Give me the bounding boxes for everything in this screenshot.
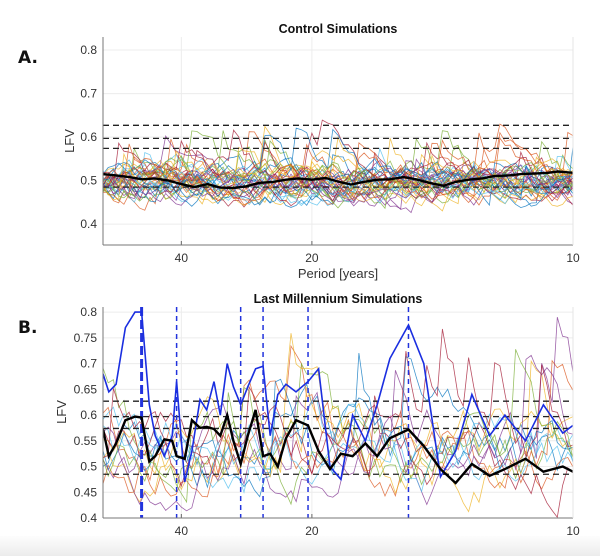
x-tick-label: 40 — [175, 524, 189, 538]
panel-a-title: Control Simulations — [279, 22, 398, 36]
ensemble-member-line — [103, 135, 573, 204]
ensemble-member-line — [103, 131, 573, 211]
y-tick-label: 0.55 — [74, 434, 98, 448]
y-tick-label: 0.65 — [74, 382, 98, 396]
panel-a-xlabel: Period [years] — [298, 266, 378, 281]
y-tick-label: 0.7 — [80, 357, 97, 371]
y-tick-label: 0.6 — [80, 408, 97, 422]
bottom-fade — [0, 536, 600, 556]
y-tick-label: 0.8 — [80, 43, 97, 57]
y-tick-label: 0.8 — [80, 305, 97, 319]
ensemble-member-line — [103, 362, 573, 504]
y-tick-label: 0.6 — [80, 130, 97, 144]
panel-b-ylabel: LFV — [54, 400, 69, 424]
ensemble-member-line — [103, 130, 573, 202]
ensemble-member-line — [103, 154, 573, 206]
ensemble-member-line — [103, 333, 573, 503]
y-tick-label: 0.5 — [80, 460, 97, 474]
panel-a-label: A. — [18, 48, 38, 68]
x-tick-label: 10 — [566, 251, 580, 265]
plot-area — [103, 119, 573, 214]
mean-series-line — [103, 170, 573, 190]
y-tick-label: 0.4 — [80, 511, 97, 525]
ensemble-member-line — [103, 159, 573, 209]
y-tick-label: 0.75 — [74, 331, 98, 345]
y-tick-label: 0.45 — [74, 485, 98, 499]
panel-b: Last Millennium Simulations Period [year… — [54, 292, 580, 553]
x-tick-label: 10 — [566, 524, 580, 538]
panel-a: Control Simulations Period [years] LFV 0… — [62, 22, 580, 281]
y-tick-label: 0.7 — [80, 87, 97, 101]
ensemble-member-line — [103, 152, 573, 207]
ensemble-member-line — [103, 328, 573, 488]
x-tick-label: 20 — [305, 524, 319, 538]
y-tick-label: 0.5 — [80, 174, 97, 188]
ensemble-member-line — [103, 166, 573, 205]
panel-a-ylabel: LFV — [62, 129, 77, 153]
x-tick-label: 40 — [175, 251, 189, 265]
ensemble-member-line — [103, 119, 573, 207]
plot-area — [103, 307, 573, 518]
mean-series-line — [103, 409, 573, 485]
panel-b-title: Last Millennium Simulations — [254, 292, 423, 306]
panel-b-label: B. — [18, 318, 38, 338]
ensemble-member-line — [103, 349, 573, 506]
ensemble-member-line — [103, 134, 573, 207]
x-tick-label: 20 — [305, 251, 319, 265]
ensemble-member-line — [103, 354, 573, 512]
y-tick-label: 0.4 — [80, 217, 97, 231]
